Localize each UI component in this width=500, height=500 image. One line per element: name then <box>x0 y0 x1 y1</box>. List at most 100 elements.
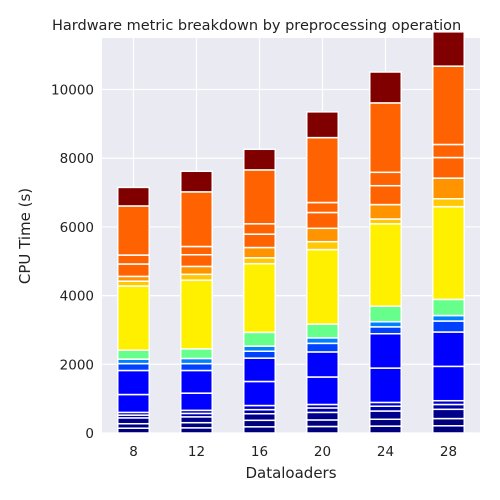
bar-segment-16-5 <box>243 380 276 407</box>
bar-segment-8-5 <box>117 393 150 414</box>
bar-segment-24-7 <box>369 326 402 335</box>
bar-segment-28-5 <box>432 365 465 402</box>
x-tick-label-24: 24 <box>377 444 394 460</box>
bar-segment-20-9 <box>306 323 339 339</box>
bar-segment-8-14 <box>117 254 150 265</box>
bar-segment-16-0 <box>243 426 276 434</box>
bar-segment-24-6 <box>369 332 402 369</box>
bar-segment-20-11 <box>306 240 339 251</box>
bar-segment-12-5 <box>180 392 213 412</box>
bar-segment-28-12 <box>432 177 465 200</box>
bar-segment-12-8 <box>180 357 213 365</box>
bar-segment-16-10 <box>243 262 276 334</box>
bar-segment-24-2 <box>369 410 402 421</box>
bar-segment-16-2 <box>243 413 276 422</box>
bar-segment-8-7 <box>117 362 150 372</box>
x-axis-ticks: 8 12 16 20 24 28 <box>129 444 457 460</box>
bar-stack-28 <box>432 31 465 434</box>
bar-segment-28-15 <box>432 65 465 146</box>
bar-segment-12-14 <box>180 245 213 256</box>
bar-segment-8-10 <box>117 285 150 351</box>
x-tick-label-20: 20 <box>314 444 331 460</box>
plot-area <box>102 38 480 433</box>
bar-segment-24-15 <box>369 102 402 174</box>
bar-segment-12-1 <box>180 421 213 429</box>
bar-segment-12-0 <box>180 427 213 434</box>
bar-segment-16-6 <box>243 357 276 383</box>
bar-segment-20-5 <box>306 376 339 406</box>
bar-segment-16-1 <box>243 419 276 428</box>
bar-segment-8-16 <box>117 186 150 207</box>
bar-segment-12-2 <box>180 416 213 424</box>
bar-segment-28-16 <box>432 31 465 67</box>
bar-segment-28-7 <box>432 320 465 333</box>
bar-segment-20-10 <box>306 248 339 325</box>
bar-segment-24-16 <box>369 71 402 104</box>
y-axis-label: CPU Time (s) <box>16 188 34 284</box>
bar-segment-24-0 <box>369 425 402 434</box>
bar-segment-28-9 <box>432 298 465 317</box>
bar-segment-24-12 <box>369 203 402 220</box>
bar-segment-24-8 <box>369 320 402 328</box>
bar-segment-12-16 <box>180 170 213 193</box>
bar-segment-8-15 <box>117 205 150 256</box>
bar-segment-20-2 <box>306 411 339 421</box>
bar-segment-16-7 <box>243 350 276 359</box>
y-tick-label-2: 4000 <box>60 289 94 305</box>
bar-segment-16-14 <box>243 223 276 235</box>
bar-segment-8-9 <box>117 349 150 360</box>
y-axis-ticks: 0 2000 4000 6000 8000 10000 <box>51 83 94 442</box>
bar-segment-24-9 <box>369 305 402 323</box>
bar-segment-28-2 <box>432 408 465 420</box>
bar-segment-28-8 <box>432 314 465 322</box>
bar-segment-12-9 <box>180 348 213 360</box>
bar-segment-20-8 <box>306 337 339 345</box>
bar-segment-12-6 <box>180 369 213 394</box>
bar-stack-16 <box>243 148 276 434</box>
bar-segment-8-2 <box>117 417 150 425</box>
bar-segment-16-13 <box>243 233 276 249</box>
bar-segment-28-11 <box>432 197 465 208</box>
x-tick-label-8: 8 <box>129 444 138 460</box>
bar-segment-16-12 <box>243 246 276 259</box>
bar-segment-8-6 <box>117 369 150 396</box>
x-tick-label-12: 12 <box>188 444 205 460</box>
bar-segment-12-13 <box>180 253 213 268</box>
x-tick-label-28: 28 <box>440 444 457 460</box>
y-tick-label-0: 0 <box>85 426 94 442</box>
bar-segment-12-15 <box>180 191 213 248</box>
bar-segment-28-14 <box>432 143 465 159</box>
bar-stack-20 <box>306 111 339 434</box>
x-axis-label: Dataloaders <box>245 464 336 482</box>
bar-segment-12-12 <box>180 265 213 276</box>
bar-segment-12-10 <box>180 279 213 350</box>
bar-segment-20-13 <box>306 211 339 230</box>
chart-title: Hardware metric breakdown by preprocessi… <box>52 18 461 34</box>
bar-segment-20-14 <box>306 201 339 214</box>
y-tick-label-4: 8000 <box>60 151 94 167</box>
bar-segment-28-13 <box>432 156 465 179</box>
bar-segment-20-15 <box>306 136 339 204</box>
bar-stack-8 <box>117 186 150 434</box>
bar-segment-24-10 <box>369 223 402 308</box>
bar-segment-20-1 <box>306 419 339 428</box>
bar-segment-28-1 <box>432 417 465 427</box>
x-tick-label-16: 16 <box>251 444 268 460</box>
bar-stack-12 <box>180 170 213 434</box>
bar-segment-16-11 <box>243 257 276 265</box>
bar-segment-20-12 <box>306 227 339 243</box>
bar-segment-8-13 <box>117 263 150 278</box>
bar-segment-24-5 <box>369 367 402 404</box>
bar-segment-16-15 <box>243 169 276 225</box>
bar-segment-24-13 <box>369 184 402 206</box>
bars <box>117 31 465 434</box>
bar-segment-20-6 <box>306 351 339 378</box>
bar-segment-20-0 <box>306 425 339 434</box>
bar-segment-12-11 <box>180 273 213 281</box>
y-tick-label-5: 10000 <box>51 83 94 99</box>
bar-segment-16-9 <box>243 331 276 347</box>
bar-segment-28-6 <box>432 331 465 368</box>
bar-stack-24 <box>369 71 402 434</box>
y-tick-label-1: 2000 <box>60 357 94 373</box>
